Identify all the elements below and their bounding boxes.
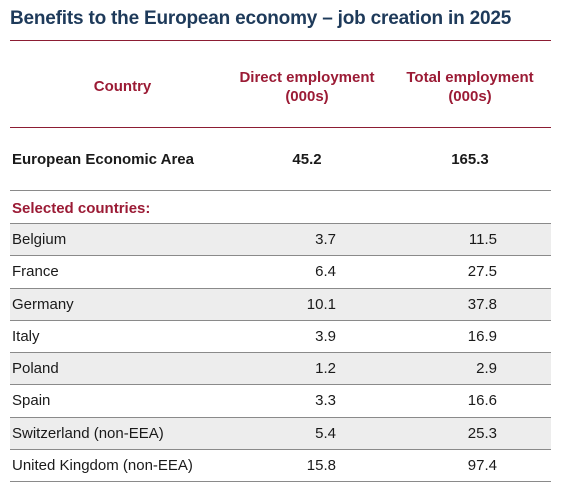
- table-row: Switzerland (non-EEA) 5.4 25.3: [10, 416, 551, 450]
- country-name: Italy: [12, 327, 40, 345]
- column-header-total-line: Total employment (000s): [406, 69, 534, 105]
- total-employment-value: 37.8: [467, 295, 497, 313]
- column-header-total-employment: Total employment (000s): [395, 68, 545, 106]
- direct-employment-value: 6.4: [315, 263, 336, 281]
- table-header: Country Direct employment (000s) Total em…: [10, 41, 551, 127]
- eea-divider: [10, 190, 551, 191]
- direct-employment-value: 15.8: [306, 457, 336, 475]
- country-name: Belgium: [12, 231, 67, 248]
- table-row: Poland 1.2 2.9: [10, 352, 551, 385]
- section-label: Selected countries:: [12, 200, 151, 217]
- direct-employment-value: 1.2: [315, 360, 336, 378]
- column-header-direct-employment: Direct employment (000s): [232, 68, 382, 106]
- country-name: Spain: [12, 392, 51, 410]
- header-divider: [10, 127, 551, 128]
- table-row: Belgium 3.7 11.5: [10, 223, 551, 256]
- eea-name: European Economic Area: [12, 151, 194, 168]
- table-row: United Kingdom (non-EEA) 15.8 97.4: [10, 449, 551, 481]
- direct-employment-value: 3.7: [315, 231, 336, 248]
- country-name: United Kingdom (non-EEA): [12, 457, 193, 475]
- column-header-direct-line: Direct employment (000s): [239, 69, 375, 105]
- total-employment-value: 11.5: [468, 231, 497, 248]
- table-row: Germany 10.1 37.8: [10, 287, 551, 320]
- table-row: Italy 3.9 16.9: [10, 319, 551, 352]
- country-name: France: [12, 263, 59, 281]
- table-row: Spain 3.3 16.6: [10, 384, 551, 416]
- direct-employment-value: 3.3: [315, 392, 336, 410]
- country-name: Poland: [12, 360, 59, 378]
- eea-direct-value: 45.2: [292, 151, 322, 168]
- total-employment-value: 2.9: [476, 360, 497, 378]
- total-employment-value: 25.3: [467, 424, 497, 442]
- eea-total-value: 165.3: [451, 151, 489, 168]
- total-employment-value: 97.4: [467, 457, 497, 475]
- country-name: Germany: [12, 295, 74, 313]
- eea-summary-row: European Economic Area 45.2 165.3: [10, 128, 551, 190]
- direct-employment-value: 5.4: [315, 424, 336, 442]
- direct-employment-value: 3.9: [315, 327, 336, 345]
- country-rows: Belgium 3.7 11.5 France 6.4 27.5 Germany 10.1 37…: [10, 223, 551, 481]
- column-header-country: Country: [93, 78, 152, 95]
- total-employment-value: 16.9: [467, 327, 497, 345]
- total-employment-value: 27.5: [467, 263, 497, 281]
- title-divider: [10, 40, 551, 41]
- total-employment-value: 16.6: [467, 392, 497, 410]
- country-name: Switzerland (non-EEA): [12, 424, 164, 442]
- page-title: Benefits to the European economy – job c…: [10, 8, 512, 29]
- direct-employment-value: 10.1: [306, 295, 336, 313]
- table-row: France 6.4 27.5: [10, 255, 551, 287]
- table-bottom-divider: [10, 481, 551, 482]
